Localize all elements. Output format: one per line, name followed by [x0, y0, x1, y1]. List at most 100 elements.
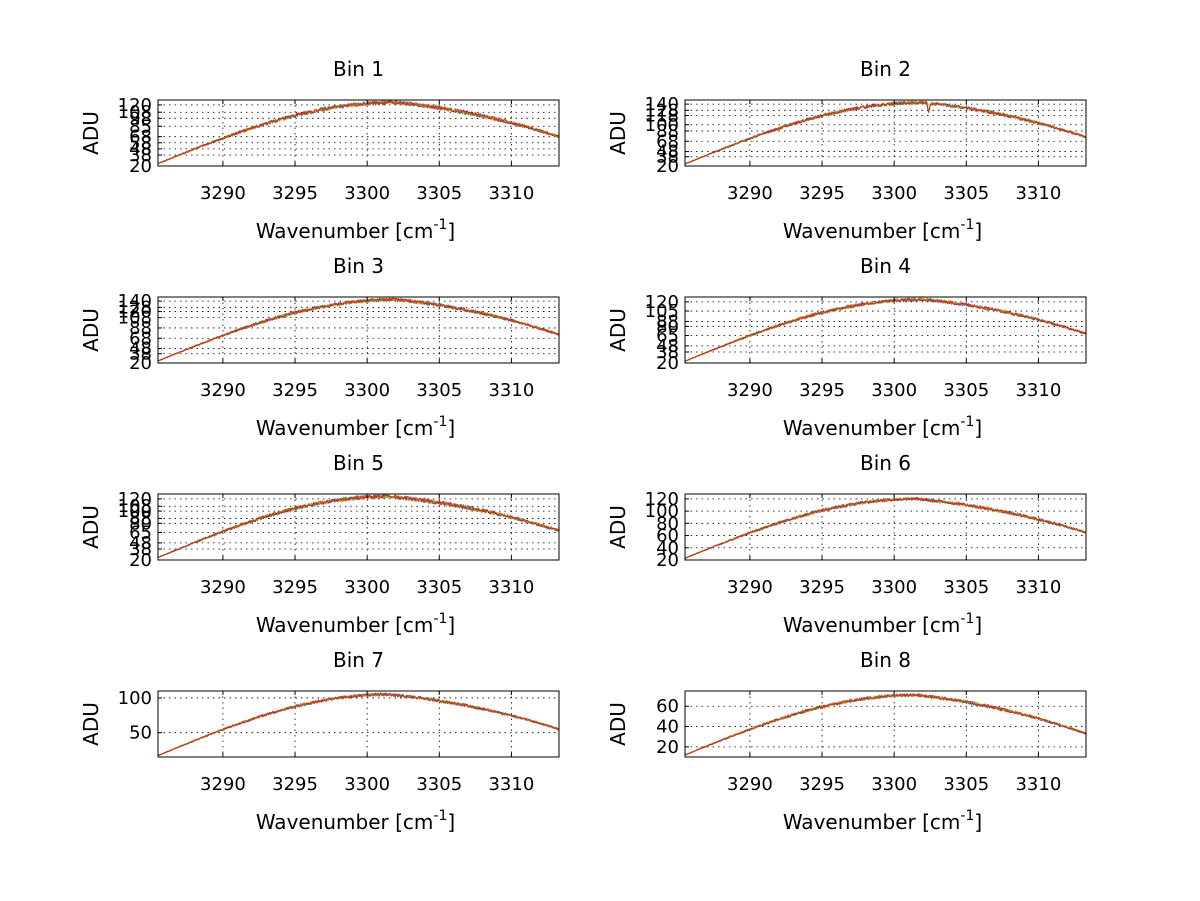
y-tick-label: 38 — [129, 539, 152, 560]
x-tick-label: 3310 — [1015, 577, 1061, 598]
axes-frame — [157, 99, 560, 167]
y-tick-label: 100 — [118, 688, 152, 709]
spectrum-series-2 — [157, 494, 560, 558]
x-tick-label: 3300 — [871, 774, 917, 795]
x-tick-label: 3300 — [344, 183, 390, 204]
subplot-title: Bin 7 — [333, 648, 384, 672]
x-axis-label: Wavenumber [cm-1] — [256, 808, 455, 834]
x-tick-label: 3305 — [943, 183, 989, 204]
spectrum-series-2 — [684, 496, 1087, 559]
y-tick-label: 100 — [645, 501, 679, 522]
y-tick-label: 20 — [129, 353, 152, 374]
y-tick-label: 88 — [129, 508, 152, 529]
spectrum-series-4 — [157, 493, 560, 558]
x-tick-label: 3300 — [344, 380, 390, 401]
y-tick-label: 80 — [656, 316, 679, 337]
x-axis-label: Wavenumber [cm-1] — [783, 217, 982, 243]
y-tick-label: 100 — [645, 115, 679, 136]
y-axis-label: ADU — [79, 505, 103, 549]
x-tick-label: 3295 — [799, 577, 845, 598]
x-tick-label: 3310 — [488, 380, 534, 401]
x-tick-label: 3295 — [799, 380, 845, 401]
y-tick-label: 48 — [129, 533, 152, 554]
y-tick-label: 105 — [645, 301, 679, 322]
subplot-7: Bin 7 3290 3295 3300 3305 3310 50 100 ADU Wavenum… — [79, 648, 560, 834]
y-tick-label: 68 — [129, 127, 152, 148]
y-tick-label: 20 — [656, 156, 679, 177]
y-tick-label: 120 — [645, 489, 679, 510]
y-tick-label: 120 — [118, 95, 152, 116]
x-axis-label: Wavenumber [cm-1] — [783, 808, 982, 834]
y-tick-label: 20 — [656, 737, 679, 758]
spectrum-series-3 — [157, 692, 560, 757]
axes-frame — [684, 690, 1087, 758]
y-axis-label: ADU — [79, 702, 103, 746]
x-tick-label: 3300 — [871, 380, 917, 401]
subplot-title: Bin 8 — [860, 648, 911, 672]
y-tick-label: 60 — [656, 696, 679, 717]
y-tick-label: 48 — [656, 142, 679, 163]
x-tick-label: 3305 — [416, 183, 462, 204]
subplot-title: Bin 6 — [860, 451, 911, 475]
y-tick-label: 20 — [129, 156, 152, 177]
spectrum-series-3 — [684, 297, 1087, 362]
x-tick-label: 3300 — [871, 183, 917, 204]
x-tick-label: 3305 — [416, 380, 462, 401]
spectrum-series-3 — [684, 692, 1087, 756]
y-tick-label: 140 — [645, 94, 679, 115]
y-tick-label: 20 — [656, 353, 679, 374]
spectrum-series-2 — [157, 692, 560, 757]
spectrum-series-1 — [685, 692, 1086, 756]
x-tick-label: 3305 — [943, 774, 989, 795]
y-tick-label: 20 — [129, 550, 152, 571]
y-tick-label: 80 — [656, 513, 679, 534]
spectrum-series-4 — [157, 99, 560, 164]
x-tick-label: 3310 — [1015, 380, 1061, 401]
x-tick-label: 3310 — [488, 183, 534, 204]
x-tick-label: 3310 — [1015, 183, 1061, 204]
spectrum-series-4 — [684, 692, 1087, 756]
spectrum-series-2 — [684, 692, 1087, 756]
x-tick-label: 3300 — [871, 577, 917, 598]
spectrum-series-4 — [684, 100, 1087, 165]
x-axis-label: Wavenumber [cm-1] — [256, 611, 455, 637]
spectrum-series-1 — [157, 692, 560, 757]
y-tick-label: 65 — [656, 326, 679, 347]
x-tick-label: 3295 — [799, 183, 845, 204]
y-tick-label: 120 — [645, 292, 679, 313]
x-tick-label: 3310 — [488, 577, 534, 598]
y-tick-label: 128 — [645, 100, 679, 121]
x-tick-label: 3300 — [344, 774, 390, 795]
x-axis-label-superscript: -1 — [433, 808, 447, 824]
subplot-title: Bin 1 — [333, 57, 384, 81]
x-tick-label: 3295 — [799, 774, 845, 795]
x-axis-label: Wavenumber [cm-1] — [256, 217, 455, 243]
y-tick-label: 38 — [129, 344, 152, 365]
x-tick-label: 3290 — [727, 380, 773, 401]
spectrum-series-4 — [157, 692, 560, 757]
y-axis-label: ADU — [606, 505, 630, 549]
y-tick-label: 88 — [129, 318, 152, 339]
y-tick-label: 120 — [118, 489, 152, 510]
x-axis-label-superscript: -1 — [433, 611, 447, 627]
y-tick-label: 68 — [129, 328, 152, 349]
x-tick-label: 3295 — [272, 380, 318, 401]
x-tick-label: 3310 — [488, 774, 534, 795]
x-tick-label: 3290 — [200, 380, 246, 401]
spectrum-series-1 — [684, 100, 1087, 165]
subplot-title: Bin 5 — [333, 451, 384, 475]
y-axis-label: ADU — [79, 308, 103, 352]
y-tick-label: 108 — [118, 496, 152, 517]
x-tick-label: 3290 — [200, 183, 246, 204]
spectrum-series-3 — [157, 493, 560, 559]
x-tick-label: 3295 — [272, 577, 318, 598]
x-axis-label-superscript: -1 — [960, 611, 974, 627]
x-tick-label: 3290 — [727, 183, 773, 204]
x-tick-label: 3305 — [943, 577, 989, 598]
y-tick-label: 20 — [656, 550, 679, 571]
subplot-4: Bin 4 3290 3295 3300 3305 3310 203848658088105… — [606, 254, 1087, 440]
x-axis-label-superscript: -1 — [433, 217, 447, 233]
axes-frame — [157, 296, 560, 364]
